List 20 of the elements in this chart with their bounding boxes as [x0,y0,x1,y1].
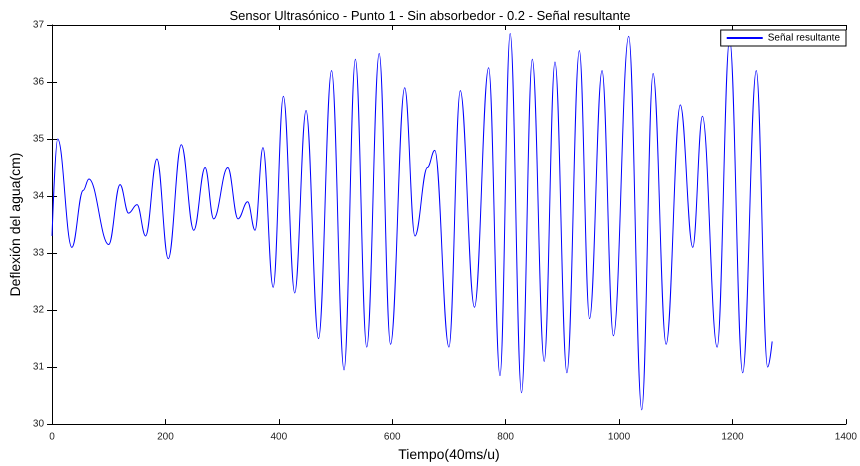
x-tick-label: 600 [384,432,402,443]
y-tick-label: 36 [32,76,44,88]
y-tick-label: 37 [32,20,44,30]
y-axis-title: Deflexión del agua(cm) [7,152,23,297]
x-tick-label: 1400 [834,432,858,443]
x-tick-label: 0 [49,432,56,443]
y-tick-label: 35 [32,134,44,145]
x-axis-title: Tiempo(40ms/u) [398,446,500,462]
y-tick-label: 32 [32,304,44,316]
x-tick-label: 200 [157,432,174,443]
legend-label: Señal resultante [768,32,840,44]
y-tick-label: 33 [32,248,44,259]
x-tick-label: 1000 [608,432,631,443]
y-tick-label: 30 [32,418,44,430]
y-tick-label: 34 [32,190,44,202]
x-tick-label: 800 [497,432,514,443]
chart-title: Sensor Ultrasónico - Punto 1 - Sin absorbedor - 0.2 - Señal resultante [229,8,631,23]
y-tick-label: 31 [32,362,44,373]
x-tick-label: 1200 [721,432,744,443]
x-tick-label: 400 [270,432,288,443]
